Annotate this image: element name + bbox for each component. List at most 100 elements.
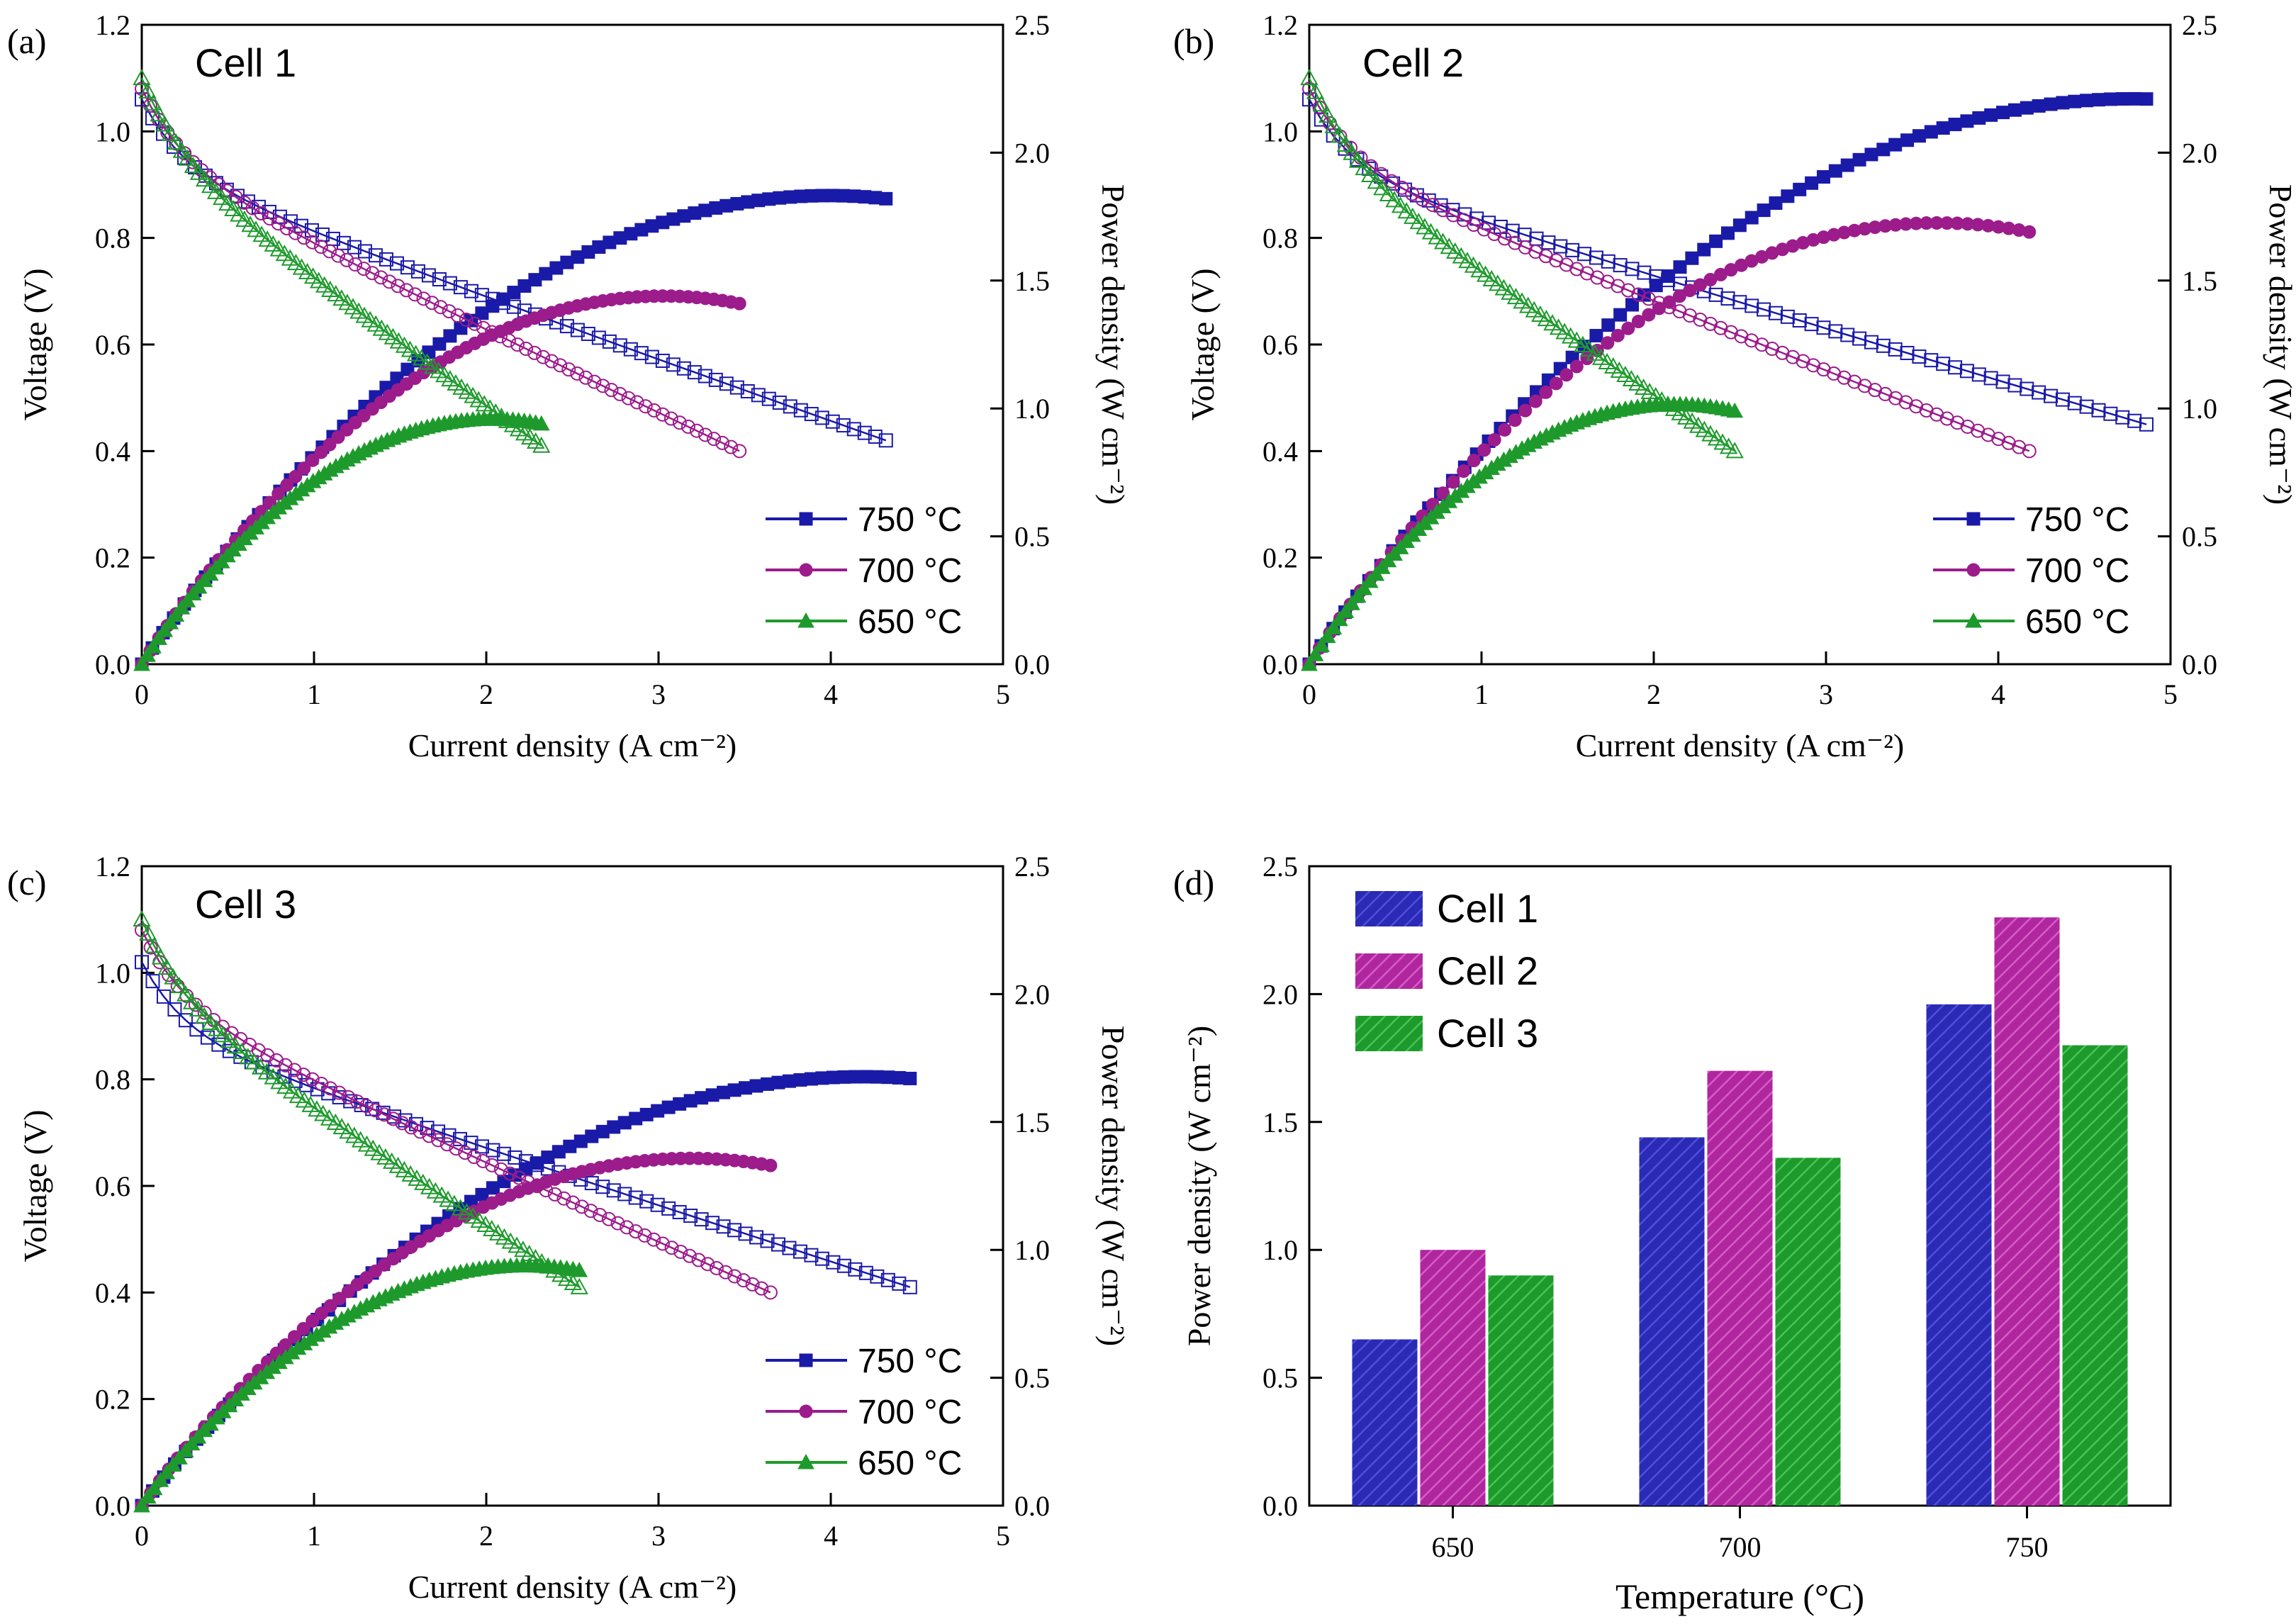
voltage-point bbox=[1589, 250, 1603, 265]
bar-cell-3-700 bbox=[1775, 1158, 1841, 1506]
legend-swatch bbox=[1355, 1016, 1423, 1051]
power-point bbox=[1757, 203, 1771, 218]
voltage-point bbox=[793, 403, 808, 418]
x-tick-label: 2 bbox=[479, 678, 493, 710]
voltage-point bbox=[374, 270, 388, 285]
power-point bbox=[306, 1314, 320, 1328]
power-point bbox=[314, 1306, 328, 1321]
voltage-point bbox=[672, 415, 687, 430]
voltage-point bbox=[814, 410, 829, 425]
voltage-point bbox=[264, 1068, 282, 1085]
power-point bbox=[2022, 225, 2037, 239]
voltage-point bbox=[410, 264, 425, 279]
voltage-point bbox=[336, 235, 351, 250]
voltage-point bbox=[474, 1139, 489, 1154]
power-point bbox=[532, 415, 550, 431]
voltage-point bbox=[345, 1126, 364, 1143]
voltage-point bbox=[1428, 228, 1446, 245]
voltage-point bbox=[133, 69, 151, 86]
voltage-point bbox=[1888, 391, 1903, 405]
voltage-point bbox=[595, 379, 610, 393]
power-point bbox=[1306, 646, 1324, 661]
y2-tick-label: 2.5 bbox=[1014, 9, 1050, 41]
voltage-point bbox=[724, 439, 739, 454]
voltage-point bbox=[357, 262, 371, 276]
voltage-point bbox=[151, 948, 170, 965]
x-axis-label: Current density (A cm⁻²) bbox=[408, 1569, 737, 1605]
power-point bbox=[1888, 138, 1903, 152]
series-700: 700 °C bbox=[135, 923, 962, 1513]
voltage-point bbox=[1446, 242, 1465, 259]
y-tick-label: 1.5 bbox=[1262, 1107, 1298, 1138]
voltage-point bbox=[1924, 353, 1939, 368]
y2-tick-label: 0.5 bbox=[2182, 521, 2217, 553]
legend-label: 700 °C bbox=[2025, 552, 2129, 590]
x-tick-label: 2 bbox=[479, 1520, 493, 1552]
voltage-point bbox=[595, 1180, 610, 1194]
voltage-point bbox=[395, 1116, 410, 1131]
power-point bbox=[1631, 314, 1645, 328]
voltage-point bbox=[1888, 342, 1903, 357]
voltage-point bbox=[245, 1053, 264, 1070]
voltage-point bbox=[289, 1086, 308, 1104]
voltage-point bbox=[570, 323, 585, 337]
voltage-point bbox=[1780, 309, 1795, 324]
voltage-point bbox=[561, 362, 576, 377]
power-point bbox=[2007, 103, 2022, 117]
voltage-point bbox=[1348, 151, 1367, 168]
voltage-point bbox=[1374, 167, 1389, 181]
power-point bbox=[1337, 603, 1355, 618]
x-tick-label: 0 bbox=[135, 1520, 149, 1552]
legend-swatch bbox=[1355, 953, 1423, 989]
voltage-point bbox=[519, 342, 534, 357]
power-point bbox=[162, 614, 179, 629]
voltage-point bbox=[783, 399, 797, 414]
voltage-point bbox=[2127, 413, 2142, 428]
voltage-point bbox=[431, 1124, 446, 1139]
voltage-point bbox=[1397, 202, 1416, 219]
voltage-point bbox=[771, 1237, 785, 1252]
power-point bbox=[133, 1496, 150, 1513]
x-tick-label: 0 bbox=[1302, 678, 1316, 710]
voltage-point bbox=[1637, 265, 1652, 280]
voltage-point bbox=[1613, 258, 1628, 273]
power-point bbox=[903, 1071, 917, 1085]
voltage-point bbox=[825, 414, 840, 429]
voltage-point bbox=[161, 124, 179, 141]
voltage-point bbox=[870, 1269, 885, 1284]
voltage-point bbox=[700, 1257, 715, 1272]
power-point bbox=[1539, 385, 1553, 399]
voltage-point bbox=[189, 163, 208, 180]
voltage-point bbox=[1745, 298, 1759, 313]
power-point bbox=[1840, 158, 1854, 172]
voltage-point bbox=[354, 1097, 369, 1112]
voltage-point bbox=[1367, 172, 1386, 189]
power-point bbox=[306, 453, 320, 467]
y2-tick-label: 1.5 bbox=[2182, 265, 2217, 297]
y-tick-label: 2.0 bbox=[1262, 978, 1298, 1010]
panel-label: (c) bbox=[7, 863, 47, 902]
panel-label: (d) bbox=[1173, 863, 1214, 902]
voltage-point bbox=[1343, 143, 1361, 160]
x-tick-label: 1 bbox=[307, 678, 321, 710]
voltage-line bbox=[140, 77, 542, 447]
power-point bbox=[1498, 422, 1512, 437]
voltage-point bbox=[1930, 407, 1944, 422]
voltage-point bbox=[339, 1122, 357, 1139]
power-point bbox=[1331, 610, 1348, 627]
voltage-point bbox=[745, 1277, 760, 1292]
voltage-point bbox=[213, 1026, 233, 1043]
legend-marker bbox=[1966, 563, 1981, 577]
voltage-point bbox=[683, 1209, 698, 1223]
voltage-point bbox=[620, 1220, 634, 1235]
power-point bbox=[1613, 308, 1628, 322]
voltage-point bbox=[1909, 399, 1924, 414]
voltage-point bbox=[276, 1077, 295, 1094]
voltage-point bbox=[421, 268, 436, 283]
voltage-point bbox=[612, 338, 627, 353]
voltage-point bbox=[296, 1068, 311, 1082]
voltage-point bbox=[740, 383, 755, 398]
power-point bbox=[1611, 328, 1625, 342]
voltage-point bbox=[201, 177, 220, 194]
bar-cell-2-750 bbox=[1994, 917, 2060, 1506]
